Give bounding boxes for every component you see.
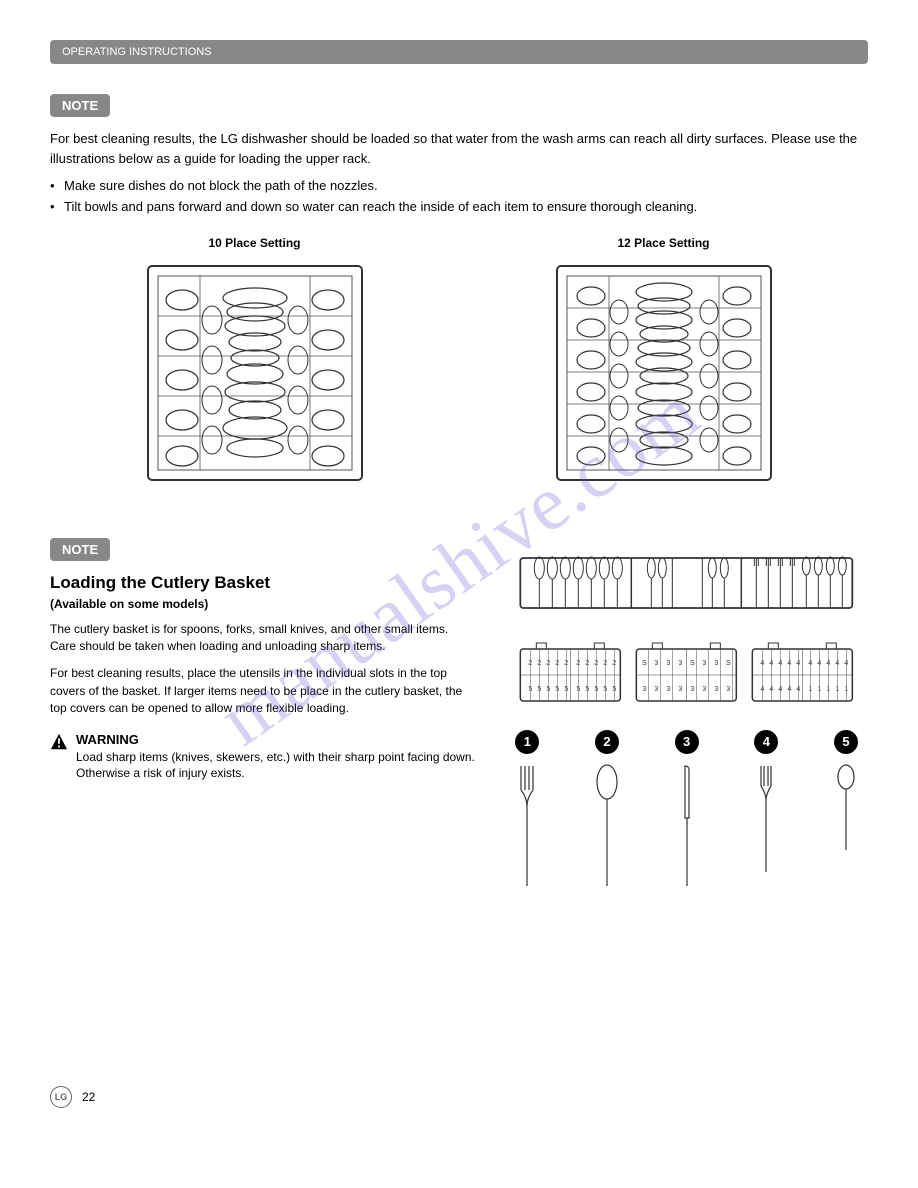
bullet-list: Make sure dishes do not block the path o… [50,176,868,218]
svg-text:S: S [690,660,695,667]
svg-text:3: 3 [655,686,659,693]
utensil-3: 3 [673,730,701,892]
svg-text:3: 3 [727,686,731,693]
warning-block: WARNING Load sharp items (knives, skewer… [50,732,475,783]
svg-text:S: S [726,660,731,667]
note-tag: NOTE [50,94,110,117]
svg-text:3: 3 [655,660,659,667]
cutlery-heading: Loading the Cutlery Basket [50,573,475,593]
rack-10-col: 10 Place Setting [140,236,370,488]
utensil-2: 2 [593,730,621,892]
rack-12-diagram [549,258,779,488]
note-section-1: NOTE For best cleaning results, the LG d… [50,94,868,218]
svg-text:3: 3 [715,660,719,667]
num-circle-2: 2 [595,730,619,754]
svg-text:3: 3 [703,686,707,693]
svg-text:3: 3 [679,660,683,667]
cutlery-subheading: (Available on some models) [50,597,475,611]
svg-text:3: 3 [715,686,719,693]
rack-12-label: 12 Place Setting [617,236,709,250]
cutlery-grid-diagram: 22222 22222 55555 55555 S333 S33S 3333 3… [505,641,868,711]
svg-text:3: 3 [703,660,707,667]
rack-12-col: 12 Place Setting [549,236,779,488]
svg-text:3: 3 [643,686,647,693]
svg-text:3: 3 [691,686,695,693]
breadcrumb: OPERATING INSTRUCTIONS [50,40,868,64]
num-circle-1: 1 [515,730,539,754]
warning-title: WARNING [76,732,475,747]
bullet-item: Tilt bowls and pans forward and down so … [50,197,868,218]
warning-body: Load sharp items (knives, skewers, etc.)… [76,749,475,783]
cutlery-para-2: For best cleaning results, place the ute… [50,665,475,717]
fork-icon [513,762,541,892]
num-circle-3: 3 [675,730,699,754]
rack-10-diagram [140,258,370,488]
knife-icon [673,762,701,892]
cutlery-section: NOTE Loading the Cutlery Basket (Availab… [50,538,868,892]
cutlery-basket-diagram [505,538,868,628]
num-circle-5: 5 [834,730,858,754]
page-number: 22 [82,1090,95,1104]
svg-text:S: S [642,660,647,667]
fork-small-icon [752,762,780,892]
utensil-4: 4 [752,730,780,892]
utensil-5: 5 [832,730,860,892]
svg-text:3: 3 [679,686,683,693]
cutlery-para-1: The cutlery basket is for spoons, forks,… [50,621,475,656]
num-circle-4: 4 [754,730,778,754]
warning-icon [50,733,68,751]
note-tag-2: NOTE [50,538,110,561]
bullet-item: Make sure dishes do not block the path o… [50,176,868,197]
utensil-row: 1 2 [505,730,868,892]
svg-text:3: 3 [667,686,671,693]
spoon-small-icon [832,762,860,892]
page-footer: LG 22 [50,1086,95,1108]
spoon-large-icon [593,762,621,892]
utensil-1: 1 [513,730,541,892]
rack-row: 10 Place Setting [50,236,868,488]
svg-text:3: 3 [667,660,671,667]
rack-10-label: 10 Place Setting [208,236,300,250]
intro-paragraph: For best cleaning results, the LG dishwa… [50,129,868,168]
lg-logo-icon: LG [50,1086,72,1108]
